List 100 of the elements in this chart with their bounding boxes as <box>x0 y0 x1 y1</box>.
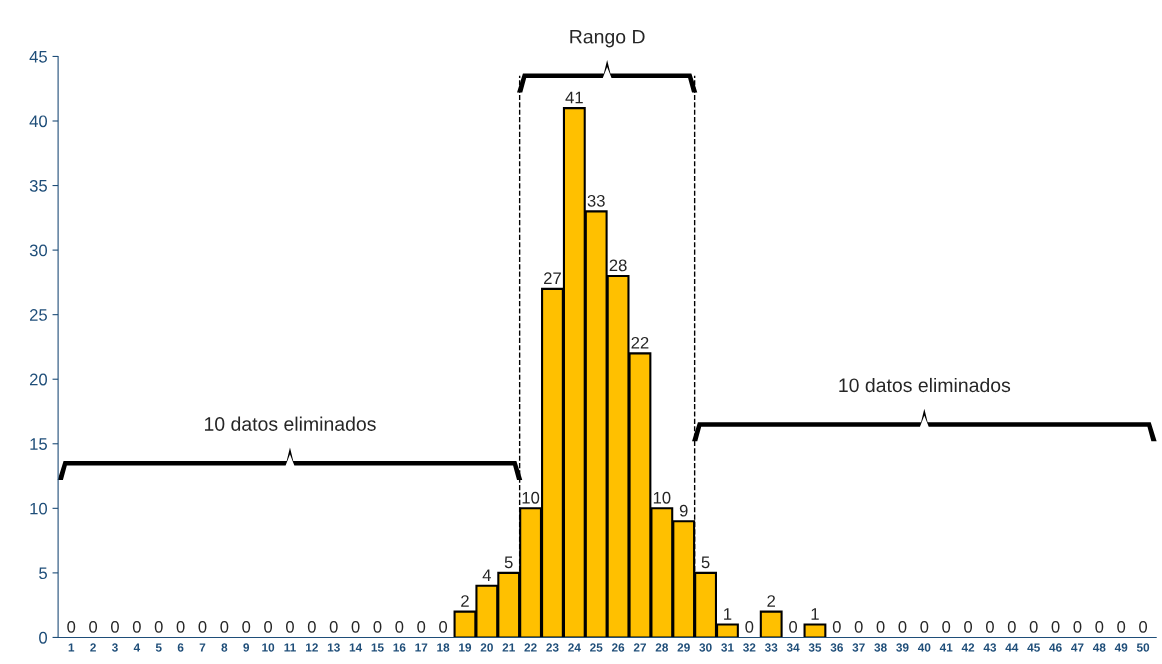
x-tick-label: 25 <box>590 643 603 652</box>
data-label: 0 <box>176 620 185 633</box>
data-label: 28 <box>609 259 627 272</box>
y-tick-label: 45 <box>29 51 47 63</box>
data-label: 2 <box>461 595 469 607</box>
data-label: 0 <box>1139 620 1148 633</box>
y-tick-label: 30 <box>29 244 48 257</box>
data-label: 5 <box>701 556 710 569</box>
x-tick-label: 27 <box>633 643 646 652</box>
y-tick-label: 40 <box>29 115 48 128</box>
y-tick-label: 15 <box>30 438 47 450</box>
data-label: 0 <box>1117 620 1126 633</box>
x-tick-label: 49 <box>1114 643 1128 652</box>
data-label: 0 <box>964 620 973 633</box>
y-tick-label: 0 <box>39 631 48 644</box>
data-label: 2 <box>767 595 775 607</box>
x-tick-label: 10 <box>262 643 275 652</box>
data-label: 0 <box>920 620 929 633</box>
x-tick-label: 5 <box>155 643 162 652</box>
data-label: 10 <box>653 491 671 504</box>
x-tick-label: 32 <box>743 643 756 652</box>
data-label: 4 <box>482 569 491 581</box>
x-tick-label: 44 <box>1005 643 1019 652</box>
data-label: 0 <box>154 620 163 633</box>
x-tick-label: 39 <box>896 643 909 652</box>
x-tick-label: 40 <box>917 643 931 652</box>
x-tick-label: 45 <box>1027 643 1040 652</box>
x-tick-label: 50 <box>1136 643 1150 652</box>
x-tick-label: 17 <box>415 643 428 652</box>
data-label: 5 <box>504 556 513 569</box>
data-label: 0 <box>439 620 448 633</box>
x-tick-label: 30 <box>699 643 712 652</box>
data-label: 0 <box>985 620 994 633</box>
data-label: 0 <box>942 620 951 633</box>
data-label: 0 <box>285 620 294 633</box>
x-tick-label: 43 <box>983 643 997 652</box>
bar <box>759 610 783 638</box>
x-tick-label: 3 <box>111 643 118 652</box>
x-tick-label: 34 <box>786 643 800 652</box>
data-label: 0 <box>854 620 863 633</box>
x-tick-label: 9 <box>243 643 250 652</box>
data-label: 0 <box>373 620 382 633</box>
data-label: 0 <box>132 620 141 633</box>
x-tick-label: 41 <box>939 643 953 652</box>
text: Rango D <box>570 29 645 48</box>
x-tick-label: 48 <box>1092 643 1106 652</box>
y-tick-label: 25 <box>29 309 47 321</box>
x-tick-label: 29 <box>677 643 690 652</box>
data-label: 0 <box>307 620 316 633</box>
data-label: 41 <box>565 91 583 104</box>
data-label: 0 <box>417 620 426 633</box>
data-label: 0 <box>242 620 251 633</box>
x-tick-label: 15 <box>371 643 384 652</box>
data-label: 0 <box>1029 620 1038 633</box>
data-label: 9 <box>679 504 688 517</box>
x-tick-label: 18 <box>437 643 450 652</box>
data-label: 0 <box>1007 620 1016 633</box>
data-label: 10 <box>522 491 540 504</box>
data-label: 33 <box>587 194 605 207</box>
data-label: 27 <box>544 272 561 284</box>
data-label: 0 <box>220 620 229 633</box>
x-tick-label: 23 <box>546 643 559 652</box>
x-tick-label: 8 <box>221 643 228 652</box>
x-tick-label: 46 <box>1049 643 1062 652</box>
x-tick-label: 31 <box>721 643 734 652</box>
x-tick-label: 20 <box>480 643 493 652</box>
data-label: 0 <box>198 620 207 633</box>
x-tick-label: 42 <box>961 643 975 652</box>
x-tick-label: 33 <box>764 643 778 652</box>
x-tick-label: 19 <box>459 643 472 652</box>
x-tick-label: 38 <box>874 643 887 652</box>
x-tick-label: 6 <box>177 643 184 652</box>
x-tick-label: 14 <box>349 643 363 652</box>
x-tick-label: 28 <box>655 643 669 652</box>
data-label: 0 <box>1051 620 1060 633</box>
y-tick-label: 35 <box>29 179 47 192</box>
x-tick-label: 26 <box>611 643 625 652</box>
data-label: 1 <box>811 608 819 620</box>
x-tick-label: 2 <box>90 643 96 652</box>
y-tick-label: 5 <box>39 567 47 580</box>
data-label: 0 <box>329 620 338 633</box>
y-tick-label: 20 <box>29 373 48 386</box>
x-tick-label: 1 <box>68 643 75 652</box>
data-label: 0 <box>1073 620 1082 633</box>
data-label: 0 <box>1095 620 1104 633</box>
x-tick-label: 4 <box>133 643 141 652</box>
x-tick-label: 12 <box>306 643 318 652</box>
x-tick-label: 21 <box>502 643 515 652</box>
data-label: 0 <box>789 620 798 633</box>
data-label: 0 <box>351 620 360 633</box>
data-label: 0 <box>67 620 76 633</box>
data-label: 0 <box>89 620 98 633</box>
annotation: 10 datos eliminados <box>839 377 1011 393</box>
x-tick-label: 47 <box>1071 643 1084 652</box>
data-label: 0 <box>110 620 119 633</box>
data-label: 0 <box>264 620 273 633</box>
data-label: 22 <box>631 336 649 349</box>
x-tick-label: 36 <box>830 643 843 652</box>
data-label: 0 <box>395 620 404 633</box>
x-tick-label: 13 <box>327 643 340 652</box>
